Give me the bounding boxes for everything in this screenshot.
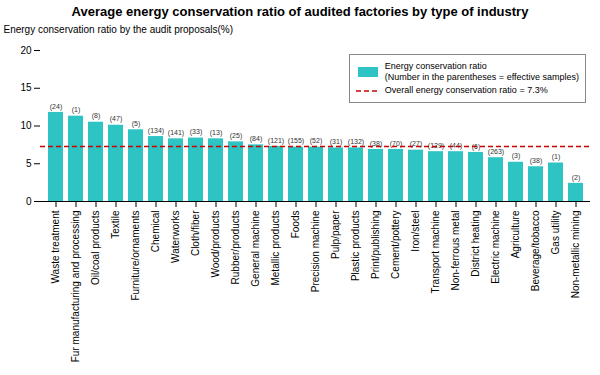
svg-text:(27): (27): [410, 140, 422, 148]
svg-text:Textile: Textile: [110, 210, 121, 239]
svg-text:Pulp/paper: Pulp/paper: [330, 210, 341, 259]
svg-text:General machine: General machine: [250, 210, 261, 287]
svg-text:Print/publishing: Print/publishing: [370, 211, 381, 279]
svg-text:Foods: Foods: [290, 211, 301, 239]
svg-text:0: 0: [26, 196, 32, 207]
svg-text:(38): (38): [530, 157, 542, 165]
svg-text:(132): (132): [348, 138, 364, 146]
svg-text:(1): (1): [72, 106, 81, 114]
svg-text:(24): (24): [50, 103, 62, 111]
svg-text:(263): (263): [488, 148, 504, 156]
svg-text:(52): (52): [310, 137, 322, 145]
svg-text:(129): (129): [427, 141, 445, 149]
svg-text:District heating: District heating: [470, 211, 481, 277]
svg-text:Cement/pottery: Cement/pottery: [390, 211, 401, 279]
svg-text:Cloth/fiber: Cloth/fiber: [190, 210, 201, 256]
svg-text:Energy conservation ratio by t: Energy conservation ratio by the audit p…: [4, 24, 234, 35]
svg-text:(70): (70): [389, 139, 403, 147]
svg-text:Agriculture: Agriculture: [510, 210, 521, 258]
svg-text:(33): (33): [190, 128, 202, 136]
svg-text:Gas utility: Gas utility: [550, 211, 561, 255]
svg-text:Waterworks: Waterworks: [170, 211, 181, 263]
svg-text:(3): (3): [512, 152, 521, 160]
svg-text:(141): (141): [168, 129, 184, 137]
svg-text:(38): (38): [369, 139, 383, 147]
svg-text:Rubber/products: Rubber/products: [230, 211, 241, 285]
svg-text:Waste treatment: Waste treatment: [50, 210, 61, 283]
html-text:Energy conservation ratio (Num: Energy conservation ratio (Number in the…: [384, 61, 579, 82]
svg-text:Chemical: Chemical: [150, 211, 161, 253]
svg-text:(134): (134): [148, 127, 164, 135]
html-text:Average energy conservation ra: Average energy conservation ratio of aud…: [71, 4, 529, 19]
svg-text:(25): (25): [230, 132, 242, 140]
svg-text:5: 5: [26, 158, 32, 169]
svg-text:Iron/steel: Iron/steel: [410, 211, 421, 252]
svg-text:20: 20: [20, 45, 32, 56]
svg-text:(8): (8): [92, 112, 101, 120]
svg-text:(47): (47): [110, 115, 122, 123]
svg-text:(155): (155): [288, 137, 304, 145]
svg-text:(13): (13): [210, 129, 222, 137]
svg-text:Fur manufacturing and processi: Fur manufacturing and processing: [70, 211, 81, 363]
svg-text:10: 10: [20, 120, 32, 131]
svg-text:Oil/coal products: Oil/coal products: [90, 211, 101, 285]
svg-text:Furniture/ornaments: Furniture/ornaments: [130, 211, 141, 301]
svg-text:(6): (6): [471, 142, 481, 150]
svg-text:Transport machine: Transport machine: [430, 210, 441, 293]
svg-text:Non-ferrous metal: Non-ferrous metal: [450, 211, 461, 291]
svg-text:(84): (84): [250, 135, 262, 143]
svg-text:Wood/products: Wood/products: [210, 211, 221, 278]
svg-text:15: 15: [20, 82, 32, 93]
svg-text:Beverage/tobacco: Beverage/tobacco: [530, 210, 541, 291]
svg-text:(2): (2): [572, 174, 581, 182]
svg-text:Plastic products: Plastic products: [350, 211, 361, 282]
svg-text:(5): (5): [132, 120, 141, 128]
svg-text:(121): (121): [268, 137, 284, 145]
svg-text:Metallic products: Metallic products: [270, 211, 281, 286]
svg-text:(44): (44): [449, 141, 463, 149]
svg-text:(1): (1): [552, 153, 561, 161]
html-text:Overall energy conservation ra: Overall energy conservation ratio = 7.3%: [384, 85, 548, 95]
svg-text:Non-metallic mining: Non-metallic mining: [570, 211, 581, 299]
svg-text:Electric machine: Electric machine: [490, 210, 501, 284]
svg-text:Precision machine: Precision machine: [310, 210, 321, 292]
svg-text:(31): (31): [330, 138, 342, 146]
